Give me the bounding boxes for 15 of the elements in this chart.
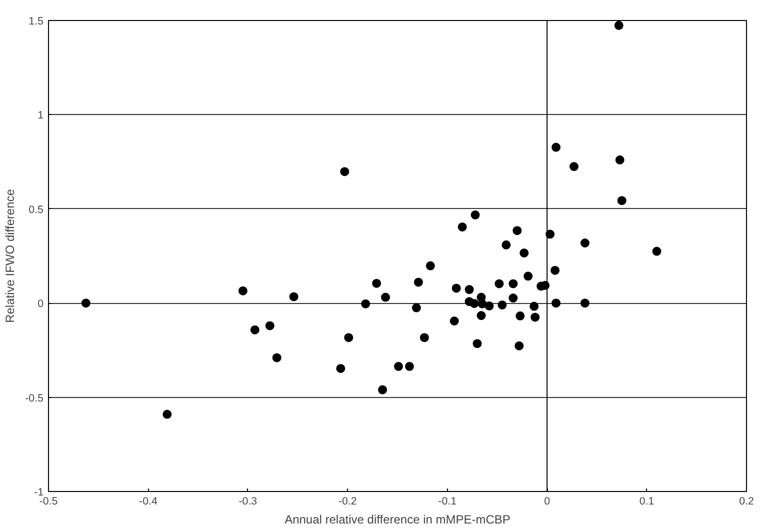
x-tick-label: -0.4: [139, 496, 158, 508]
x-tick-label: 0: [544, 496, 550, 508]
y-tick-label: 1.5: [28, 16, 44, 28]
x-tick-label: -0.1: [438, 496, 457, 508]
y-tick-label: -0.5: [25, 392, 44, 404]
x-tick-label: 0.2: [739, 496, 754, 508]
y-tick-label: 0: [38, 298, 44, 310]
y-tick-label: -1: [34, 486, 44, 498]
y-axis-title: Relative IFWO difference: [3, 188, 18, 323]
x-tick-label: -0.3: [238, 496, 258, 508]
x-tick-label: 0.1: [639, 496, 654, 508]
x-tick-label: -0.2: [338, 496, 357, 508]
x-axis-title: Annual relative difference in mMPE-mCBP: [284, 512, 510, 526]
y-tick-label: 1: [38, 110, 44, 122]
y-tick-label: 0.5: [28, 204, 44, 216]
